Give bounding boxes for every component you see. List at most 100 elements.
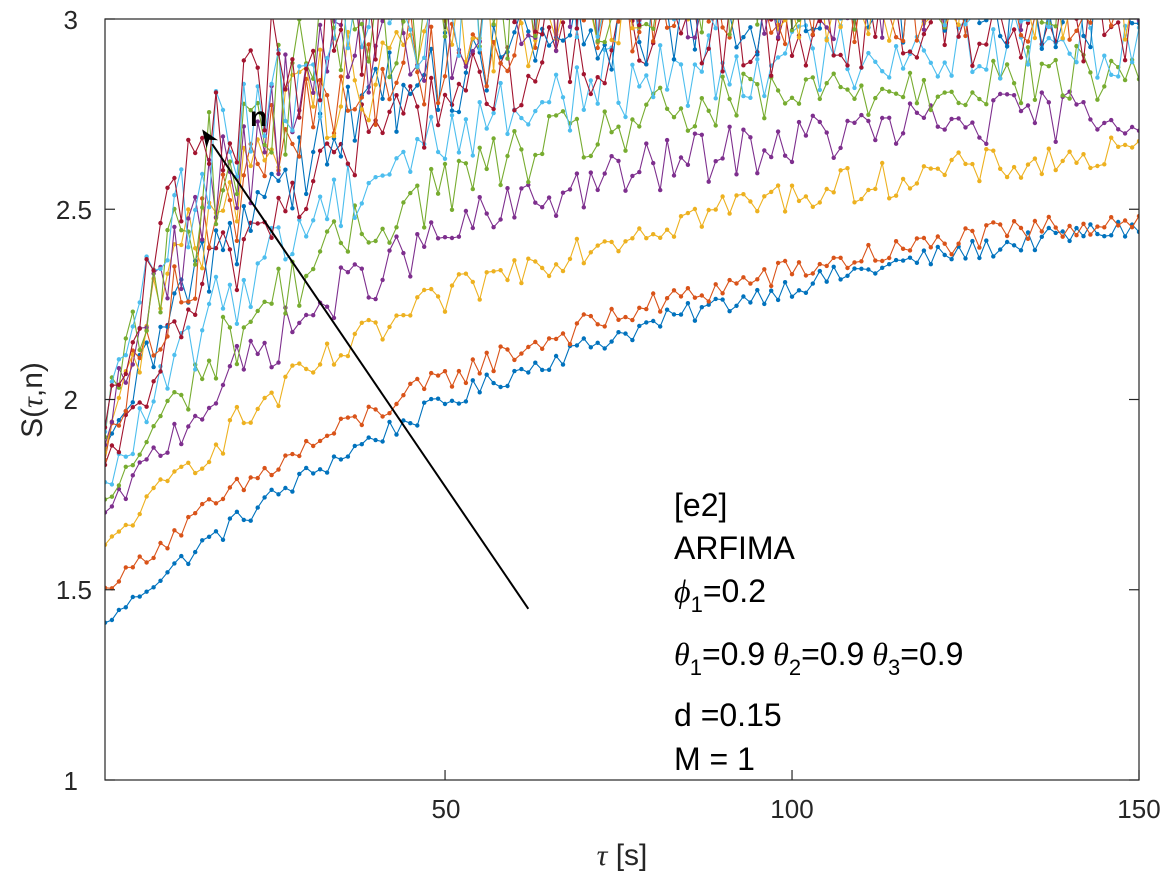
- series-2-point: [963, 226, 968, 231]
- series-1-point: [415, 423, 420, 428]
- series-2-point: [408, 381, 413, 386]
- series-10-point: [470, 36, 475, 41]
- series-6-point: [234, 321, 240, 326]
- series-11-point: [630, 3, 634, 7]
- series-5-point: [942, 90, 947, 95]
- series-7-point: [429, 75, 434, 81]
- series-12-point: [665, 4, 669, 8]
- series-7-point: [699, 61, 704, 66]
- annotation-model: ARFIMA: [674, 530, 796, 566]
- series-3-point: [172, 469, 177, 474]
- series-6-point: [151, 399, 156, 404]
- series-3-point: [130, 523, 135, 528]
- series-6-point: [165, 386, 170, 391]
- series-2-point: [435, 373, 441, 378]
- series-7-point: [845, 63, 850, 68]
- series-2-point: [914, 236, 920, 241]
- series-4-point: [734, 172, 739, 177]
- series-6-point: [200, 328, 205, 333]
- series-6-point: [782, 51, 788, 56]
- series-13-point: [116, 357, 122, 362]
- series-11-point: [685, 35, 691, 40]
- series-3-point: [616, 249, 621, 254]
- series-5-point: [880, 86, 885, 92]
- series-4-point: [297, 320, 302, 326]
- series-7-point: [1011, 27, 1017, 32]
- series-2-point: [887, 255, 892, 261]
- series-4-point: [1004, 92, 1010, 97]
- series-10-point: [824, 38, 829, 43]
- series-2-point: [206, 497, 212, 502]
- series-12-point: [123, 336, 128, 341]
- series-13-point: [179, 167, 184, 172]
- series-8-point: [283, 167, 288, 172]
- series-12-point: [318, 0, 322, 1]
- series-2-point: [880, 258, 885, 264]
- series-5-point: [435, 191, 441, 196]
- series-5-point: [206, 358, 212, 363]
- series-13-point: [269, 81, 274, 87]
- series-1-point: [630, 337, 635, 343]
- series-9-point: [116, 423, 122, 428]
- series-1-point: [782, 280, 788, 285]
- series-2-point: [859, 259, 864, 264]
- series-5-point: [1095, 97, 1100, 102]
- series-3-point: [422, 287, 427, 293]
- series-9-point: [262, 173, 267, 179]
- series-4-point: [186, 424, 191, 429]
- series-9-point: [887, 12, 891, 16]
- series-1-point: [769, 288, 774, 293]
- theta3-value: =0.9: [900, 636, 963, 672]
- series-8-point: [387, 50, 392, 55]
- series-7-point: [220, 230, 226, 235]
- series-12-point: [206, 110, 212, 115]
- series-9-point: [193, 296, 198, 301]
- series-6-point: [651, 94, 656, 100]
- series-1-point: [1018, 248, 1024, 253]
- series-6-point: [692, 62, 698, 67]
- series-13-point: [422, 55, 427, 60]
- series-4-point: [130, 473, 135, 478]
- series-9-point: [1081, 14, 1085, 18]
- series-8-point: [463, 70, 469, 75]
- series-3-point: [824, 186, 829, 192]
- series-13-point: [345, 45, 351, 51]
- series-5-point: [574, 116, 580, 122]
- series-9-point: [1074, 28, 1079, 33]
- series-12-point: [1005, 14, 1009, 18]
- series-6-point: [706, 33, 711, 38]
- series-1-point: [560, 362, 566, 367]
- series-5-point: [977, 96, 982, 102]
- series-7-point: [637, 58, 642, 63]
- series-4-point: [671, 173, 677, 178]
- series-10-point: [220, 208, 226, 213]
- series-3-point: [304, 366, 309, 372]
- series-6-point: [130, 451, 135, 457]
- series-5-point: [831, 71, 836, 76]
- series-9-point: [484, 84, 489, 89]
- series-5-point: [1018, 100, 1024, 106]
- series-8-point: [977, 20, 982, 26]
- series-6-point: [998, 76, 1003, 81]
- series-8-point: [727, 11, 731, 15]
- series-11-point: [519, 41, 524, 47]
- series-10-point: [519, 21, 524, 26]
- series-5-point: [699, 96, 704, 101]
- series-6-point: [456, 150, 462, 155]
- series-5-point: [297, 303, 302, 308]
- series-11-point: [470, 48, 475, 54]
- series-12-point: [387, 74, 392, 80]
- series-7-point: [894, 5, 898, 9]
- series-4-point: [713, 159, 718, 164]
- series-1-point: [137, 594, 142, 599]
- series-2-point: [484, 350, 489, 355]
- series-8-point: [206, 289, 212, 294]
- series-14-point: [817, 19, 822, 24]
- series-7-point: [678, 31, 684, 36]
- series-4-point: [970, 120, 975, 125]
- series-3-point: [546, 273, 552, 279]
- series-13-point: [353, 1, 357, 5]
- series-5-point: [512, 129, 517, 134]
- series-4-point: [165, 450, 170, 455]
- series-2-point: [769, 283, 774, 289]
